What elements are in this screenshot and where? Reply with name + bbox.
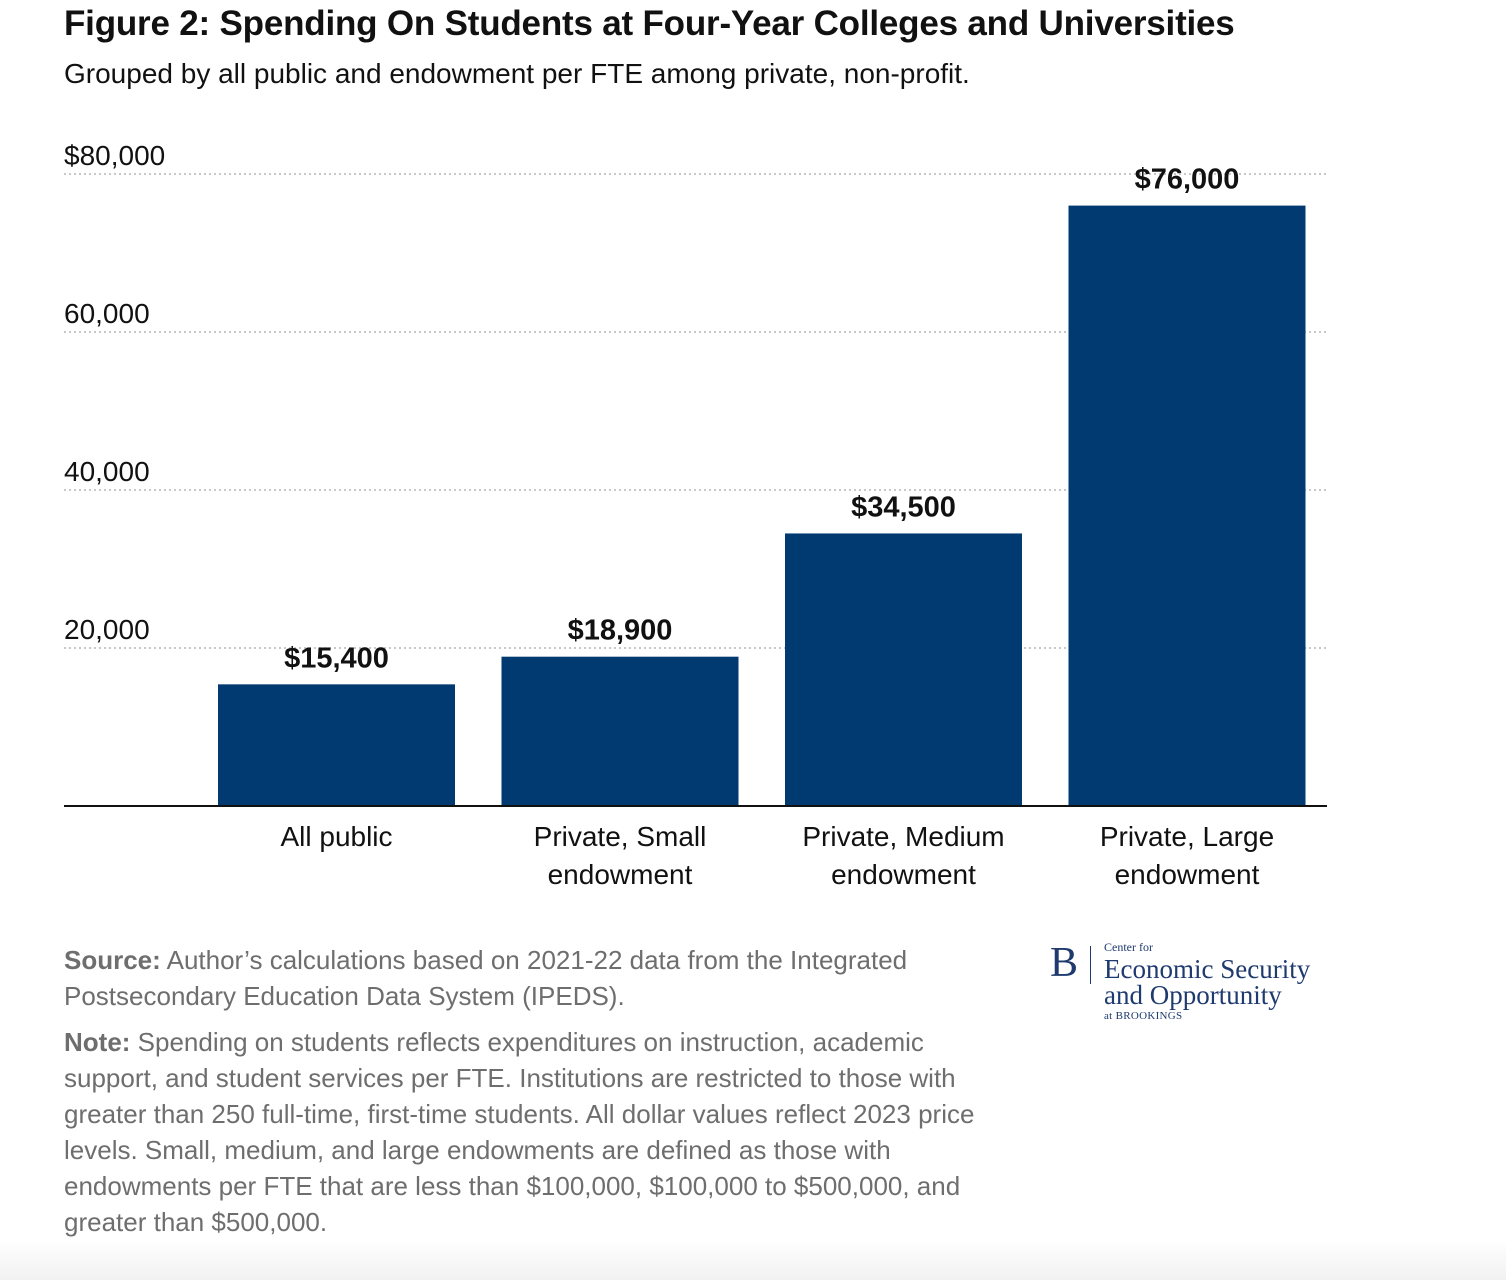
x-tick-label: endowment	[548, 859, 693, 890]
chart-notes: Source: Author’s calculations based on 2…	[64, 942, 999, 1250]
source-text: Author’s calculations based on 2021-22 d…	[64, 945, 908, 1011]
axes: 20,000 40,000 60,000 $80,000 All public Priva…	[64, 140, 1327, 890]
x-tick-label: Private, Large	[1100, 821, 1274, 852]
bar	[501, 656, 739, 806]
y-tick-label: 60,000	[64, 298, 150, 329]
x-tick-label: endowment	[1115, 859, 1260, 890]
logo-small-text: Center for	[1104, 940, 1153, 954]
gridlines	[64, 173, 1327, 649]
logo-line-1: Economic Security	[1104, 954, 1311, 984]
logo-divider	[1090, 946, 1091, 984]
x-tick-label: Private, Small	[534, 821, 707, 852]
data-label: $15,400	[284, 642, 389, 674]
data-labels: $15,400 $18,900 $34,500 $76,000	[284, 164, 1239, 675]
x-tick-label: Private, Medium	[802, 821, 1004, 852]
bar-chart: $15,400 $18,900 $34,500 $76,000 20,000 40,00…	[64, 140, 1327, 890]
source-note: Source: Author’s calculations based on 2…	[64, 942, 999, 1014]
data-label: $18,900	[568, 615, 673, 647]
bars	[218, 205, 1306, 807]
y-tick-label: $80,000	[64, 140, 165, 171]
bar	[1068, 205, 1306, 807]
source-label: Source:	[64, 945, 161, 975]
page-bottom-fade	[0, 1240, 1506, 1280]
y-tick-label: 40,000	[64, 456, 150, 487]
data-label: $76,000	[1135, 164, 1240, 196]
logo-line-2: and Opportunity	[1104, 980, 1282, 1010]
logo-at-text: at BROOKINGS	[1104, 1010, 1183, 1022]
y-tick-label: 20,000	[64, 614, 150, 645]
x-tick-label: All public	[280, 821, 392, 852]
note-text: Spending on students reflects expenditur…	[64, 1027, 975, 1237]
x-tick-label: endowment	[831, 859, 976, 890]
note-label: Note:	[64, 1027, 131, 1057]
chart-subtitle: Grouped by all public and endowment per …	[64, 58, 970, 89]
bar	[218, 684, 455, 806]
chart-title: Figure 2: Spending On Students at Four-Y…	[64, 4, 1235, 43]
bar	[785, 533, 1022, 806]
method-note: Note: Spending on students reflects expe…	[64, 1024, 999, 1240]
brookings-logo: B Center for Economic Security and Oppor…	[1050, 940, 1350, 1030]
logo-letter: B	[1050, 940, 1079, 986]
data-label: $34,500	[851, 491, 956, 523]
